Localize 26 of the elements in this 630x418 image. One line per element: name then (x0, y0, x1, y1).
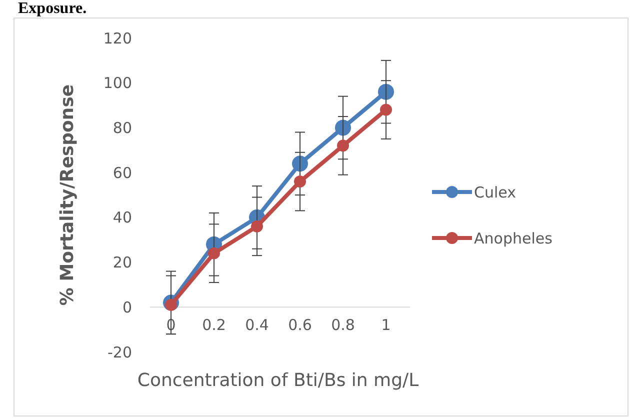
point (380, 104, 392, 116)
legend-label: Anopheles (474, 229, 553, 248)
point (292, 156, 308, 172)
point (208, 247, 220, 260)
x-tick-label: 0.6 (288, 316, 312, 334)
point (335, 120, 351, 136)
y-axis-title: % Mortality/Response (57, 84, 78, 306)
chart-title: Exposure. (18, 0, 87, 17)
x-tick-label: 0.2 (202, 316, 226, 334)
y-tick-label: 80 (112, 118, 132, 137)
y-tick-label: 60 (112, 164, 132, 182)
y-tick-label: 0 (122, 298, 132, 316)
y-tick-label: 40 (112, 208, 132, 227)
point (337, 140, 349, 152)
point (251, 220, 263, 232)
legend-label: Culex (474, 183, 516, 202)
y-tick-label: 120 (103, 29, 132, 48)
x-axis-title: Concentration of Bti/Bs in mg/L (137, 370, 419, 391)
y-tick-label: 20 (112, 254, 132, 272)
x-tick-label: 1 (381, 316, 391, 334)
point (378, 84, 394, 100)
x-tick-label: 0.8 (331, 316, 355, 334)
x-tick-label: 0.4 (245, 316, 269, 334)
y-tick-label: 100 (103, 74, 132, 92)
y-tick-label: -20 (108, 343, 132, 362)
point (294, 176, 306, 188)
